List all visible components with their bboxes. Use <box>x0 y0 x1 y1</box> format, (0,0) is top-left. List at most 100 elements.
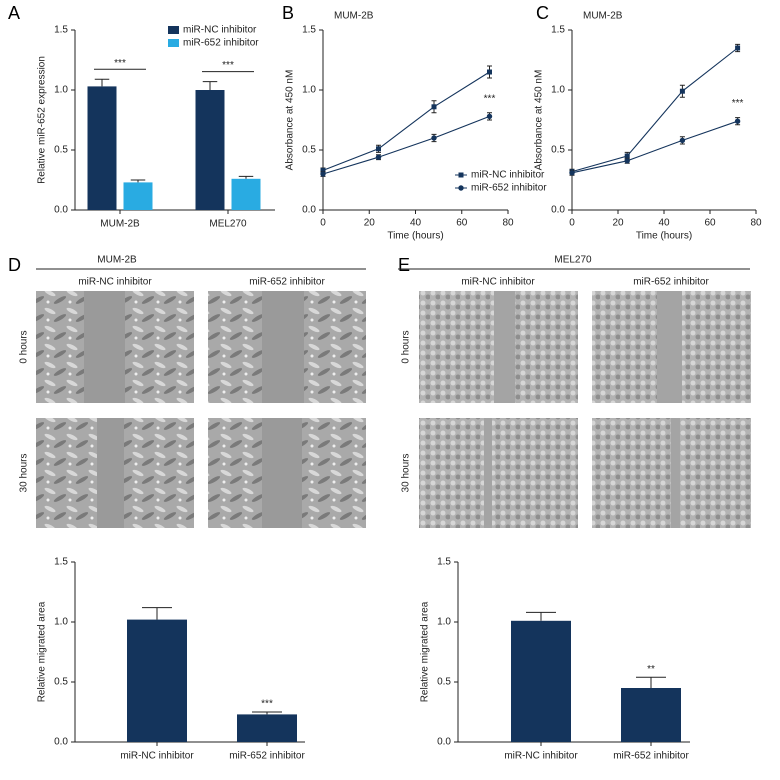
row-label: 30 hours <box>401 454 412 493</box>
x-tick-label: 60 <box>704 218 716 229</box>
series-line <box>571 120 738 174</box>
chart-title: MUM-2B <box>334 11 374 22</box>
x-tick-label: miR-NC inhibitor <box>120 751 194 762</box>
error-bar <box>142 607 172 620</box>
legend-swatch <box>168 26 179 34</box>
row-label: 0 hours <box>19 330 30 363</box>
bar <box>231 178 261 210</box>
error-bar <box>636 676 666 688</box>
bar <box>511 620 571 742</box>
row-label: 30 hours <box>19 454 30 493</box>
micrograph-panel: MUM-2B miR-NC inhibitor miR-652 inhibito… <box>19 255 366 528</box>
y-tick-label: 1.0 <box>437 617 451 628</box>
point <box>431 135 437 141</box>
panel-letter: E <box>398 255 410 275</box>
bar <box>237 714 297 742</box>
y-axis-label: Relative migrated area <box>420 601 431 702</box>
y-tick-label: 1.5 <box>54 557 68 568</box>
x-axis-label: Time (hours) <box>387 231 443 242</box>
y-tick-label: 0.0 <box>54 205 68 216</box>
y-tick-label: 0.0 <box>54 737 68 748</box>
y-tick-label: 0.5 <box>551 145 565 156</box>
bar <box>621 688 681 742</box>
error-bar <box>526 611 556 621</box>
series-line <box>571 47 738 173</box>
x-tick-label: 80 <box>750 218 762 229</box>
row-label: 0 hours <box>401 330 412 363</box>
y-tick-label: 1.5 <box>437 557 451 568</box>
point <box>734 118 741 124</box>
column-label: miR-652 inhibitor <box>249 277 325 288</box>
y-tick-label: 0.0 <box>302 205 316 216</box>
x-tick-label: MEL270 <box>209 219 247 230</box>
legend-label: miR-NC inhibitor <box>471 170 545 181</box>
point <box>487 69 492 75</box>
bar <box>127 619 187 742</box>
legend-label: miR-NC inhibitor <box>183 25 257 36</box>
y-axis-label: Relative miR-652 expression <box>37 56 48 184</box>
x-tick-label: 80 <box>502 218 514 229</box>
annotation: *** <box>114 58 126 69</box>
point <box>376 146 381 152</box>
column-label: miR-652 inhibitor <box>633 277 709 288</box>
y-tick-label: 0.5 <box>54 677 68 688</box>
y-tick-label: 1.0 <box>551 85 565 96</box>
point <box>458 185 464 191</box>
bar <box>123 182 153 210</box>
point <box>320 171 326 177</box>
micrograph-panel: MEL270 miR-NC inhibitor miR-652 inhibito… <box>398 255 751 528</box>
x-tick-label: 0 <box>320 218 326 229</box>
y-tick-label: 0.0 <box>551 205 565 216</box>
y-tick-label: 1.5 <box>551 25 565 36</box>
wound <box>657 291 682 403</box>
x-tick-label: miR-NC inhibitor <box>504 751 578 762</box>
column-label: miR-NC inhibitor <box>461 277 535 288</box>
y-axis-label: Relative migrated area <box>37 601 48 702</box>
y-tick-label: 0.5 <box>302 145 316 156</box>
panel-letter: D <box>8 255 21 275</box>
y-tick-label: 1.0 <box>54 85 68 96</box>
y-tick-label: 1.5 <box>54 25 68 36</box>
y-tick-label: 1.5 <box>302 25 316 36</box>
point <box>624 158 630 164</box>
y-tick-label: 0.0 <box>437 737 451 748</box>
column-label: miR-NC inhibitor <box>78 277 152 288</box>
wound <box>671 418 680 528</box>
micrograph-title: MEL270 <box>554 255 592 266</box>
x-tick-label: 20 <box>612 218 624 229</box>
series-line <box>322 115 490 175</box>
x-tick-label: 0 <box>569 218 575 229</box>
annotation: *** <box>261 699 273 710</box>
legend-label: miR-652 inhibitor <box>471 183 547 194</box>
point <box>320 167 326 173</box>
x-axis-label: Time (hours) <box>636 231 692 242</box>
point <box>679 137 686 144</box>
legend-swatch <box>168 39 179 47</box>
wound <box>484 418 492 528</box>
x-tick-label: 40 <box>658 218 670 229</box>
error-bar <box>252 711 282 715</box>
x-tick-label: miR-652 inhibitor <box>229 751 305 762</box>
point <box>431 104 437 110</box>
panel-letter: A <box>8 3 20 23</box>
x-tick-label: 40 <box>410 218 422 229</box>
x-tick-label: MUM-2B <box>100 219 140 230</box>
annotation: ** <box>647 664 655 675</box>
error-bar <box>130 179 146 183</box>
y-axis-label: Absorbance at 450 nM <box>285 70 296 171</box>
annotation: *** <box>484 93 496 104</box>
panel-letter: B <box>282 3 294 23</box>
point <box>624 153 630 159</box>
panel-letter: C <box>536 3 549 23</box>
error-bar <box>202 81 218 90</box>
micrograph-title: MUM-2B <box>97 255 137 266</box>
annotation: *** <box>222 60 234 71</box>
error-bar <box>238 175 254 179</box>
y-axis-label: Absorbance at 450 nM <box>534 70 545 171</box>
x-tick-label: miR-652 inhibitor <box>613 751 689 762</box>
bar <box>87 86 117 210</box>
y-tick-label: 1.0 <box>54 617 68 628</box>
point <box>569 170 575 176</box>
wound <box>97 418 124 528</box>
